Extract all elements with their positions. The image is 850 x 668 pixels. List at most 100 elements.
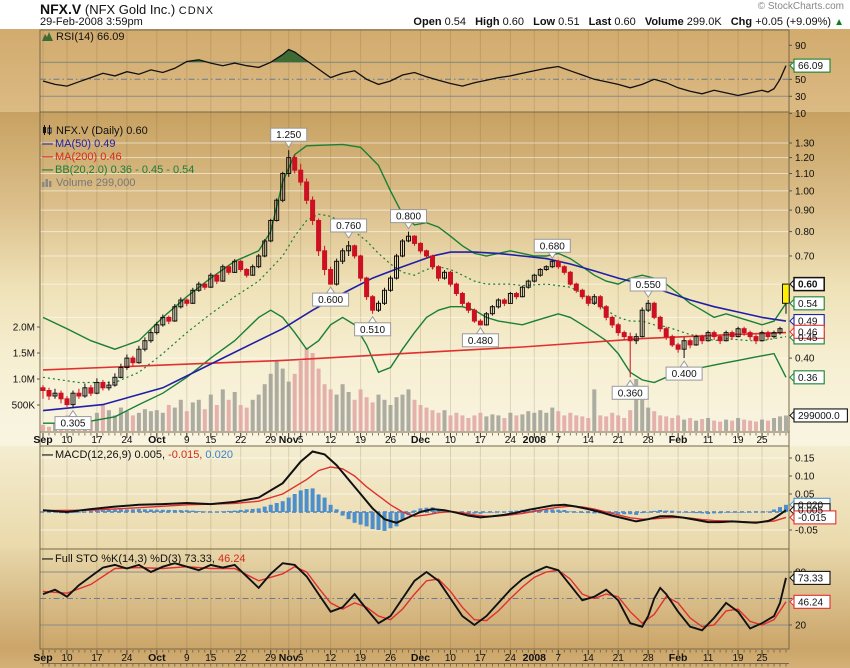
svg-text:2.0M: 2.0M xyxy=(13,323,35,334)
volume-label: Volume xyxy=(644,16,684,28)
svg-text:25: 25 xyxy=(756,435,768,446)
sto-line-swatch-icon: — xyxy=(42,553,53,565)
svg-text:9: 9 xyxy=(184,653,190,664)
svg-text:Feb: Feb xyxy=(669,652,688,664)
svg-text:19: 19 xyxy=(733,653,745,664)
svg-text:2008: 2008 xyxy=(523,652,547,664)
svg-text:0.54: 0.54 xyxy=(798,299,818,310)
svg-text:0.760: 0.760 xyxy=(336,221,361,232)
svg-text:20: 20 xyxy=(795,620,807,631)
svg-text:21: 21 xyxy=(613,435,625,446)
svg-text:2008: 2008 xyxy=(523,434,547,446)
svg-text:19: 19 xyxy=(355,435,367,446)
svg-text:21: 21 xyxy=(613,653,625,664)
rsi-panel-background xyxy=(0,29,850,112)
last-label: Last xyxy=(588,16,612,28)
svg-text:28: 28 xyxy=(643,435,655,446)
rsi-legend: RSI(14) 66.09 xyxy=(42,31,124,44)
svg-text:Nov: Nov xyxy=(279,652,299,664)
bb-legend: — BB(20,2.0) 0.36 - 0.45 - 0.54 xyxy=(42,164,194,177)
svg-text:46.24: 46.24 xyxy=(798,597,823,608)
macd-hist-value: 0.020 xyxy=(202,449,233,461)
svg-text:25: 25 xyxy=(756,653,768,664)
svg-text:26: 26 xyxy=(385,653,397,664)
pivot-annotations xyxy=(54,127,703,431)
svg-text:17: 17 xyxy=(475,653,487,664)
svg-text:1.250: 1.250 xyxy=(276,130,301,141)
ma200-legend: — MA(200) 0.46 xyxy=(42,151,194,164)
svg-text:9: 9 xyxy=(184,435,190,446)
svg-text:22: 22 xyxy=(235,435,247,446)
sto-d-value: 46.24 xyxy=(214,553,246,565)
svg-text:0.550: 0.550 xyxy=(636,280,661,291)
svg-text:0.46: 0.46 xyxy=(798,327,818,338)
svg-text:66.09: 66.09 xyxy=(798,61,823,72)
rsi-area-icon xyxy=(42,32,53,41)
svg-text:0.70: 0.70 xyxy=(795,251,815,262)
svg-text:0.49: 0.49 xyxy=(798,317,818,328)
svg-text:0.600: 0.600 xyxy=(318,295,343,306)
svg-text:1.5M: 1.5M xyxy=(13,349,35,360)
svg-text:0.005: 0.005 xyxy=(798,506,823,517)
exchange-name: CDNX xyxy=(178,5,214,17)
volume-legend-label: Volume 299,000 xyxy=(56,177,136,189)
svg-text:17: 17 xyxy=(475,435,487,446)
ma50-line-swatch-icon: — xyxy=(42,138,53,150)
svg-text:17: 17 xyxy=(91,435,103,446)
svg-text:22: 22 xyxy=(235,653,247,664)
macd-legend-label: MACD(12,26,9) 0.005, xyxy=(55,449,166,461)
svg-text:0.480: 0.480 xyxy=(468,336,493,347)
svg-text:0.305: 0.305 xyxy=(60,419,85,430)
svg-text:10: 10 xyxy=(61,653,73,664)
quote-datetime: 29-Feb-2008 3:59pm xyxy=(40,16,143,28)
volume-bars xyxy=(41,347,788,431)
svg-text:50: 50 xyxy=(795,75,807,86)
panel-borders xyxy=(39,29,790,664)
svg-text:17: 17 xyxy=(91,653,103,664)
chg-label: Chg xyxy=(730,16,753,28)
price-legend-label: NFX.V (Daily) 0.60 xyxy=(56,125,148,137)
high-value: 0.60 xyxy=(502,16,525,28)
svg-text:0.510: 0.510 xyxy=(360,325,385,336)
svg-text:24: 24 xyxy=(121,435,133,446)
page-title: NFX.V (NFX Gold Inc.) CDNX xyxy=(40,1,214,17)
candlestick-icon xyxy=(43,125,52,135)
svg-text:19: 19 xyxy=(355,653,367,664)
bb-line-swatch-icon: — xyxy=(42,164,53,176)
svg-text:15: 15 xyxy=(205,435,217,446)
svg-text:0.80: 0.80 xyxy=(795,227,815,238)
macd-panel-background xyxy=(0,446,850,549)
svg-text:24: 24 xyxy=(505,435,517,446)
svg-text:7: 7 xyxy=(556,653,562,664)
quote-summary: Open 0.54 High 0.60 Low 0.51 Last 0.60 V… xyxy=(407,16,844,28)
price-panel-background xyxy=(0,112,850,432)
svg-text:10: 10 xyxy=(795,109,807,120)
copyright: © StockCharts.com xyxy=(757,1,844,12)
svg-text:500K: 500K xyxy=(12,401,36,412)
svg-text:73.33: 73.33 xyxy=(798,573,823,584)
ma200-legend-label: MA(200) 0.46 xyxy=(55,151,122,163)
svg-text:11: 11 xyxy=(703,653,714,664)
svg-text:1.00: 1.00 xyxy=(795,186,815,197)
svg-text:-0.05: -0.05 xyxy=(795,526,818,537)
svg-text:14: 14 xyxy=(583,653,595,664)
last-value: 0.60 xyxy=(614,16,636,28)
svg-text:1.30: 1.30 xyxy=(795,139,815,150)
svg-text:0.020: 0.020 xyxy=(798,500,823,511)
macd-legend: — MACD(12,26,9) 0.005, -0.015, 0.020 xyxy=(42,449,233,462)
ma200-line-swatch-icon: — xyxy=(42,151,53,163)
svg-text:1.10: 1.10 xyxy=(795,169,815,180)
company-name: (NFX Gold Inc.) xyxy=(84,2,176,17)
svg-text:1.20: 1.20 xyxy=(795,153,815,164)
svg-text:29: 29 xyxy=(265,435,277,446)
macd-signal-value: -0.015, xyxy=(165,449,203,461)
svg-text:0.36: 0.36 xyxy=(798,373,818,384)
stochastic-legend: — Full STO %K(14,3) %D(3) 73.33, 46.24 xyxy=(42,553,246,566)
chart-header: NFX.V (NFX Gold Inc.) CDNX 29-Feb-2008 3… xyxy=(0,0,850,29)
svg-text:0.800: 0.800 xyxy=(396,212,421,223)
svg-text:90: 90 xyxy=(795,41,807,52)
svg-text:0.05: 0.05 xyxy=(795,490,815,501)
macd-line-swatch-icon: — xyxy=(42,449,53,461)
price-legend: NFX.V (Daily) 0.60 — MA(50) 0.49 — MA(200)… xyxy=(42,125,194,190)
stochastic-panel xyxy=(40,562,789,632)
